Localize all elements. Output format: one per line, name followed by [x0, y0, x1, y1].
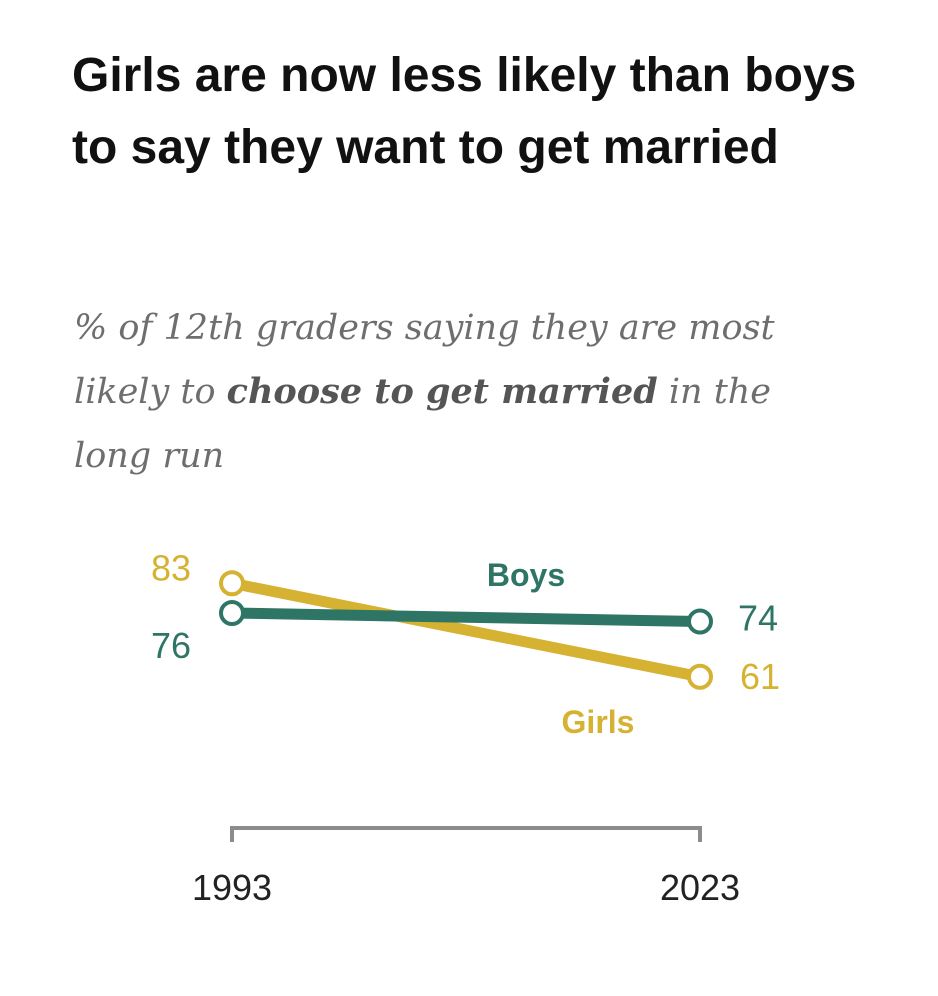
boys-line: [226, 607, 706, 627]
boys-series-label: Boys: [487, 557, 565, 593]
subtitle-emphasis: choose to get married: [226, 371, 658, 412]
girls-point-2023: [687, 663, 713, 690]
girls-series-label: Girls: [562, 704, 635, 740]
boys-label-1993: 76: [151, 625, 191, 666]
subtitle-text-end: in the long run: [74, 372, 772, 476]
girls-line: [226, 577, 706, 683]
girls-label-2023: 61: [740, 656, 780, 697]
boys-label-2023: 74: [738, 598, 778, 639]
subtitle-text-start: % of 12th graders saying they are most l…: [74, 308, 775, 412]
x-tick-label-1993: 1993: [192, 867, 272, 908]
girls-label-1993: 83: [151, 547, 191, 588]
girls-point-1993: [219, 570, 245, 597]
boys-point-1993: [219, 600, 245, 626]
chart-subtitle: % of 12th graders saying they are most l…: [74, 296, 834, 488]
chart-title: Girls are now less likely than boys to s…: [72, 49, 857, 174]
boys-point-2023: [687, 608, 713, 635]
x-axis-bracket: [230, 826, 702, 842]
x-tick-label-2023: 2023: [660, 867, 740, 908]
